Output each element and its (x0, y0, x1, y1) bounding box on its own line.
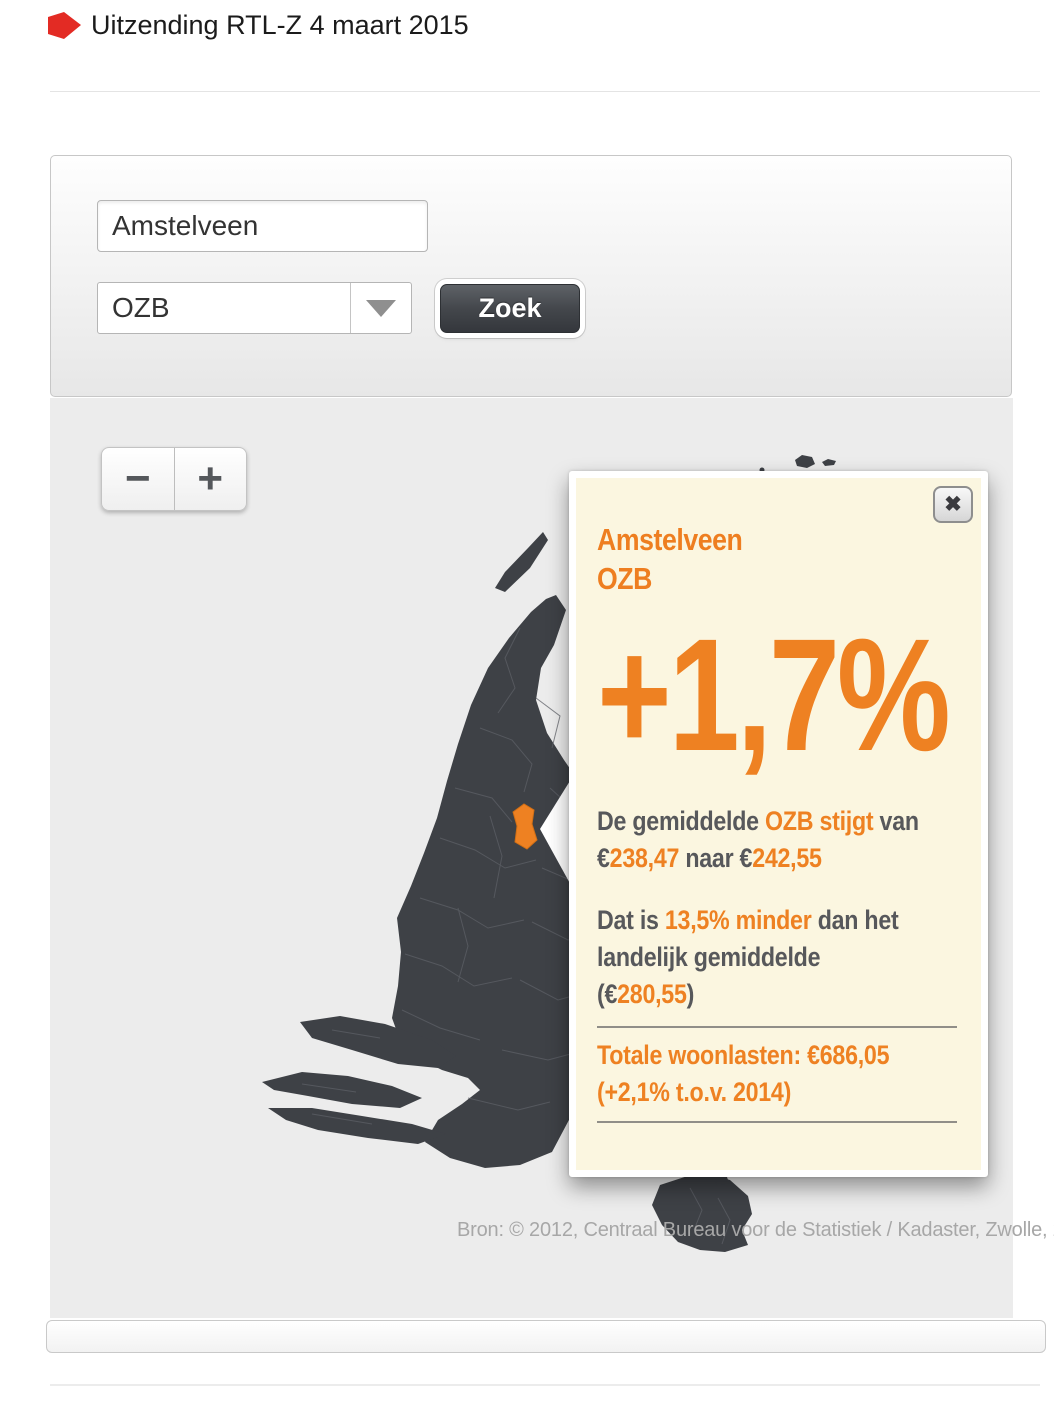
popup-divider-top (597, 1026, 957, 1028)
map-attribution: Bron: © 2012, Centraal Bureau voor de St… (457, 1219, 1054, 1241)
popup-tax-type: OZB (597, 561, 652, 596)
map-island-texel (495, 532, 548, 592)
zoom-in-button[interactable]: + (175, 448, 247, 510)
bottom-divider (50, 1384, 1040, 1386)
municipality-highlight-amstelveen[interactable] (512, 803, 538, 850)
netherlands-map[interactable] (50, 398, 1013, 1318)
map-area: − + ✖ Amstelveen OZB +1,7% De gemiddelde… (50, 398, 1013, 1318)
chevron-down-icon (350, 283, 411, 333)
search-panel (50, 155, 1012, 397)
tax-type-value: OZB (112, 292, 170, 323)
popup-callout-tail (540, 768, 578, 898)
map-wadden-islands (795, 455, 836, 468)
red-flag-icon (48, 12, 81, 39)
close-button[interactable]: ✖ (933, 486, 973, 523)
header: Uitzending RTL-Z 4 maart 2015 (48, 10, 469, 41)
search-button[interactable]: Zoek (440, 284, 580, 333)
map-landmass (392, 595, 608, 1168)
popup-divider-bottom (597, 1121, 957, 1123)
page-title: Uitzending RTL-Z 4 maart 2015 (91, 10, 469, 40)
popup-total: Totale woonlasten: €686,05 (+2,1% t.o.v.… (597, 1040, 890, 1107)
info-popup: ✖ Amstelveen OZB +1,7% De gemiddelde OZB… (569, 471, 988, 1177)
top-divider (50, 91, 1040, 92)
close-icon: ✖ (944, 493, 962, 516)
popup-avg-line: De gemiddelde OZB stijgt van €238,47 naa… (597, 806, 919, 873)
popup-change-percent: +1,7% (597, 605, 951, 784)
map-south-islet (714, 1174, 729, 1186)
tax-type-select[interactable]: OZB (97, 282, 412, 334)
map-south-tail (652, 1172, 752, 1252)
bottom-panel (46, 1320, 1046, 1353)
map-delta-islands (262, 1016, 456, 1144)
municipality-input[interactable] (97, 200, 428, 252)
zoom-control: − + (101, 447, 247, 511)
zoom-out-button[interactable]: − (102, 448, 175, 510)
popup-compare-line: Dat is 13,5% minder dan het landelijk ge… (597, 905, 899, 1009)
popup-municipality: Amstelveen (597, 522, 743, 557)
